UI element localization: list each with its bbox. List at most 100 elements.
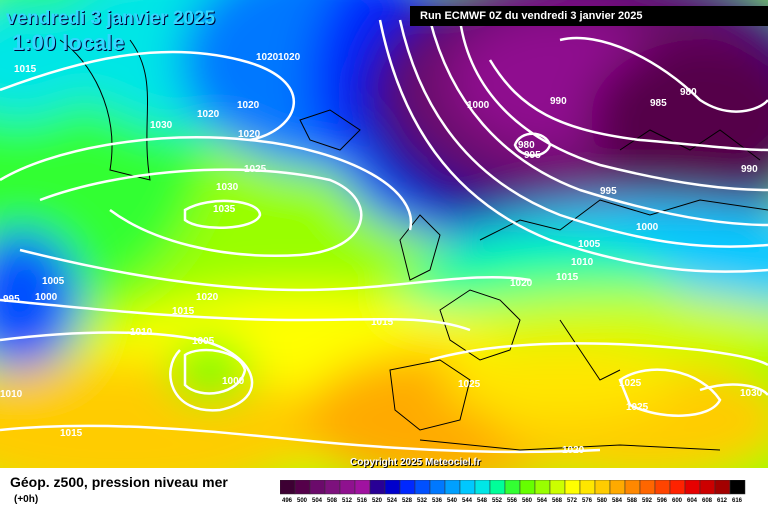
isobar-1025-east — [618, 368, 722, 417]
legend-swatch — [579, 480, 596, 495]
legend-swatch — [354, 480, 371, 495]
scandinavia-coast — [619, 129, 761, 161]
legend-swatch — [534, 480, 551, 495]
isobar-1020-east — [429, 342, 768, 367]
iberia-coast — [389, 359, 471, 431]
legend-swatch — [729, 480, 746, 495]
legend-tick-label: 516 — [357, 498, 368, 504]
legend-tick-label: 612 — [717, 498, 728, 504]
legend-tick-label: 536 — [432, 498, 443, 504]
greenland-coast — [59, 39, 151, 181]
isobar-label: 1015 — [14, 64, 37, 75]
legend-swatch — [609, 480, 626, 495]
isobar-label: 1020 — [510, 278, 533, 289]
isobar-1000 — [183, 348, 247, 395]
legend-swatch — [339, 480, 356, 495]
isobar-label: 1010 — [130, 327, 153, 338]
forecast-time: 1:00 locale — [12, 30, 125, 55]
isobar-label: 1000 — [35, 292, 58, 303]
legend-swatch — [714, 480, 731, 495]
isobar-label: 1000 — [222, 376, 245, 387]
isobar-label: 1015 — [172, 306, 195, 317]
isobar-1020-b — [19, 248, 531, 292]
isobar-1010 — [0, 331, 254, 412]
color-scale-legend: 496 500 504 508 512 516 520 524 528 532 536 540 544 5… — [280, 480, 746, 504]
legend-swatch — [549, 480, 566, 495]
isobar-label: 1020 — [562, 445, 585, 456]
legend-tick-label: 552 — [492, 498, 503, 504]
legend-tick-label: 600 — [672, 498, 683, 504]
isobar-label: 995 — [524, 150, 541, 161]
legend-tick-label: 596 — [657, 498, 668, 504]
legend-tick-label: 548 — [477, 498, 488, 504]
isobar-980-center — [513, 132, 552, 157]
isobar-label: 1020 — [196, 292, 219, 303]
legend-swatch — [519, 480, 536, 495]
isobar-label: 1015 — [60, 428, 83, 439]
legend-swatch — [684, 480, 701, 495]
north-africa-coast — [419, 439, 721, 451]
legend-tick-label: 604 — [687, 498, 698, 504]
isobar-label: 1030 — [216, 182, 239, 193]
isobar-label: 1005 — [578, 239, 601, 250]
legend-swatch — [444, 480, 461, 495]
isobar-label: 995 — [3, 294, 20, 305]
isobar-labels: 1015 1020 1020 1020 1030 1020 1020 1025 … — [0, 52, 763, 456]
legend-tick-label: 608 — [702, 498, 713, 504]
legend-tick-label: 544 — [462, 498, 473, 504]
isobar-1035 — [183, 199, 262, 229]
legend-tick-label: 592 — [642, 498, 653, 504]
parameter-title: Géop. z500, pression niveau mer — [10, 474, 228, 490]
legend-tick-label: 512 — [342, 498, 353, 504]
isobar-label: 980 — [518, 140, 535, 151]
legend-tick-label: 500 — [297, 498, 308, 504]
isobar-label: 1025 — [619, 378, 642, 389]
isobar-label: 1000 — [467, 100, 490, 111]
map-footer: Géop. z500, pression niveau mer (+0h) 49… — [0, 468, 768, 512]
legend-tick-label: 576 — [582, 498, 593, 504]
isobar-label: 1020 — [238, 129, 261, 140]
isobar-label: 1005 — [192, 336, 215, 347]
forecast-map: 1015 1020 1020 1020 1030 1020 1020 1025 … — [0, 0, 768, 468]
legend-swatch — [414, 480, 431, 495]
legend-swatch — [280, 480, 296, 495]
isobar-1030 — [39, 168, 363, 257]
legend-tick-label: 532 — [417, 498, 428, 504]
isobar-label: 1025 — [626, 402, 649, 413]
legend-tick-label: 508 — [327, 498, 338, 504]
model-run-banner: Run ECMWF 0Z du vendredi 3 janvier 2025 — [410, 6, 768, 26]
legend-tick-label: 528 — [402, 498, 413, 504]
legend-swatch — [474, 480, 491, 495]
isobar-label: 1015 — [371, 317, 394, 328]
isobar-995 — [458, 19, 768, 192]
legend-swatch — [624, 480, 641, 495]
legend-swatch — [309, 480, 326, 495]
isobar-label: 1010 — [0, 389, 23, 400]
legend-swatch — [399, 480, 416, 495]
isobar-label: 990 — [550, 96, 567, 107]
isobar-label: 980 — [680, 87, 697, 98]
legend-swatch — [384, 480, 401, 495]
isobar-label: 1030 — [150, 120, 173, 131]
isobar-1015-south — [0, 424, 601, 454]
isobar-label: 1025 — [458, 379, 481, 390]
legend-tick-label: 556 — [507, 498, 518, 504]
isobar-label: 1020 — [197, 109, 220, 120]
isobar-label: 1030 — [740, 388, 763, 399]
coastlines — [59, 39, 768, 451]
north-europe-coast — [479, 199, 768, 241]
legend-tick-label: 496 — [282, 498, 293, 504]
legend-tick-label: 520 — [372, 498, 383, 504]
legend-tick-label: 616 — [732, 498, 743, 504]
legend-tick-label: 572 — [567, 498, 578, 504]
legend-tick-label: 588 — [627, 498, 638, 504]
legend-tick-label: 504 — [312, 498, 323, 504]
isobar-label: 985 — [650, 98, 667, 109]
legend-tick-label: 560 — [522, 498, 533, 504]
isobar-label: 1035 — [213, 204, 236, 215]
legend-swatch — [654, 480, 671, 495]
italy-coast — [559, 319, 621, 381]
isobar-label: 990 — [741, 164, 758, 175]
legend-swatch — [669, 480, 686, 495]
legend-swatch — [324, 480, 341, 495]
